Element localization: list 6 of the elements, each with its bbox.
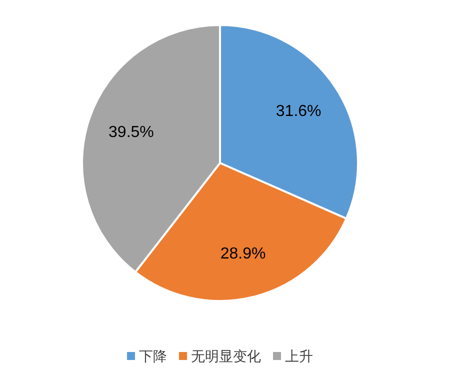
legend-label: 上升: [285, 348, 313, 364]
data-label: 28.9%: [220, 245, 266, 262]
data-label: 39.5%: [108, 124, 154, 142]
legend-label: 下降: [139, 348, 167, 364]
legend-label: 无明显变化: [191, 348, 261, 364]
data-label: 31.6%: [276, 103, 322, 120]
